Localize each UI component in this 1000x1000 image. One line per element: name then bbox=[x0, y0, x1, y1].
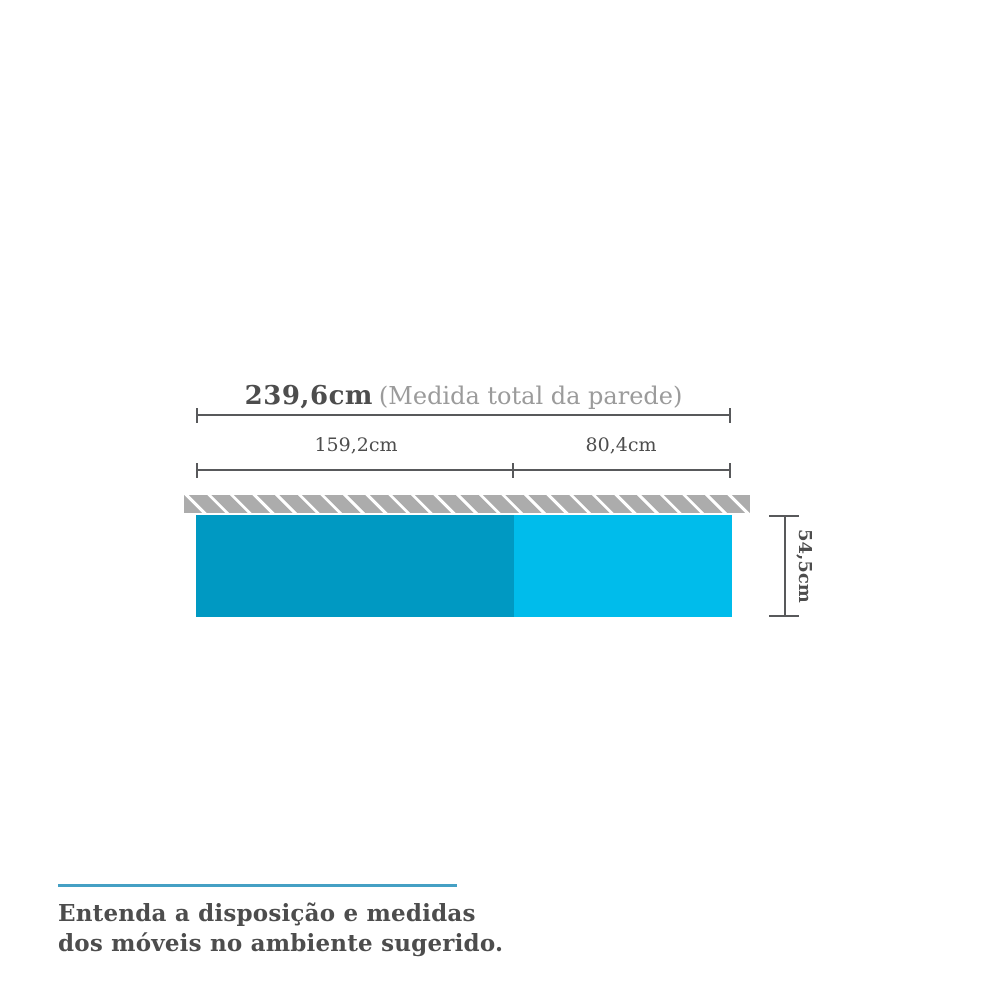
total-dimension-title: 239,6cm (Medida total da parede) bbox=[196, 381, 731, 411]
dimension-tick bbox=[512, 462, 514, 478]
dimension-tick bbox=[729, 407, 731, 423]
dimension-tick bbox=[769, 615, 799, 617]
caption-line-1: Entenda a disposição e medidas bbox=[58, 900, 476, 927]
cabinet-left bbox=[196, 515, 514, 617]
dimension-tick bbox=[196, 407, 198, 423]
wall-hatch-bar bbox=[184, 495, 750, 513]
segment-label-left: 159,2cm bbox=[314, 434, 398, 456]
segment-label-right: 80,4cm bbox=[585, 434, 657, 456]
dimension-tick bbox=[729, 462, 731, 478]
cabinet-right bbox=[514, 515, 732, 617]
height-dimension-line bbox=[769, 515, 799, 617]
total-dimension-note: (Medida total da parede) bbox=[378, 382, 683, 410]
dimension-tick bbox=[196, 462, 198, 478]
dimension-tick bbox=[769, 515, 799, 517]
caption-text: Entenda a disposição e medidas dos móvei… bbox=[58, 899, 518, 959]
segments-dimension-line bbox=[196, 462, 731, 478]
total-dimension-value: 239,6cm bbox=[244, 381, 373, 411]
caption-divider bbox=[58, 884, 457, 887]
total-dimension-line bbox=[196, 407, 731, 423]
caption-line-2: dos móveis no ambiente sugerido. bbox=[58, 930, 504, 957]
height-dimension-label: 54,5cm bbox=[794, 529, 815, 603]
